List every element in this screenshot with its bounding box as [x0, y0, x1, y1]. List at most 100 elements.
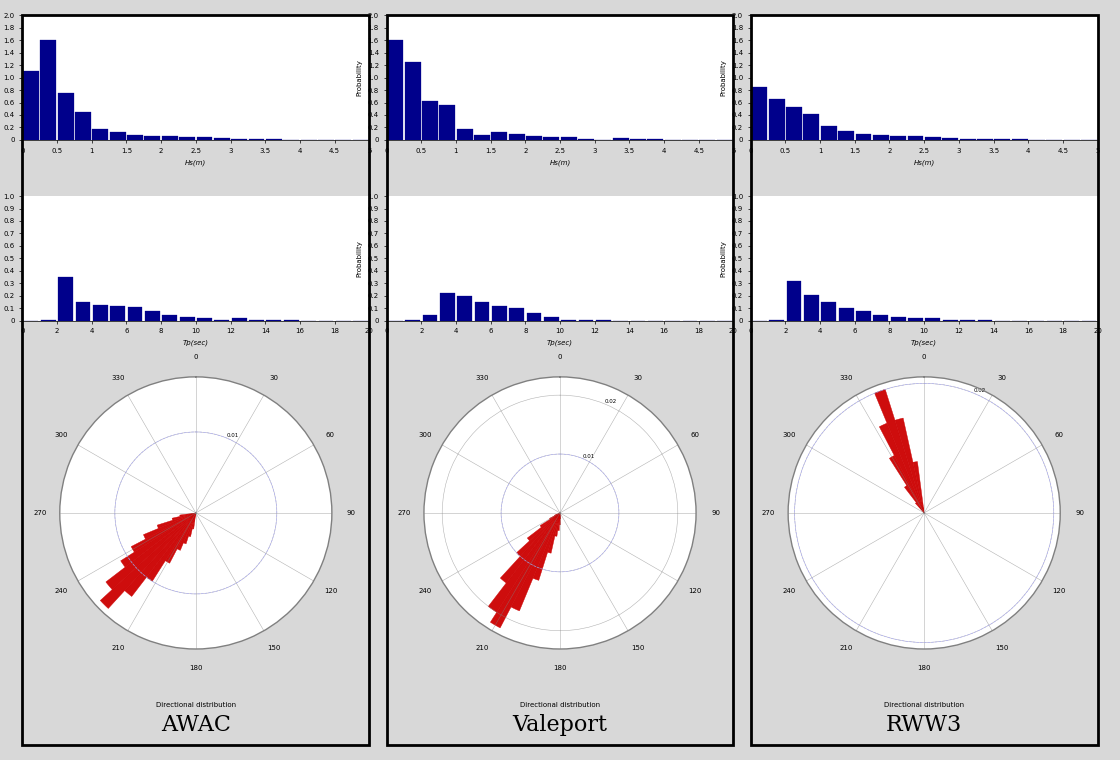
Bar [93, 305, 108, 321]
Bar [960, 138, 976, 140]
Bar [526, 313, 541, 321]
Bar [786, 107, 802, 140]
Bar [405, 319, 420, 321]
Bar [172, 513, 196, 521]
Bar [856, 134, 871, 140]
Bar [925, 318, 940, 321]
Bar [249, 319, 264, 321]
Bar [907, 136, 924, 140]
Bar [188, 513, 196, 537]
Bar [768, 100, 785, 140]
Y-axis label: Probability: Probability [720, 240, 726, 277]
Bar [890, 135, 906, 140]
Bar [561, 138, 577, 140]
Bar [214, 138, 230, 140]
Bar [488, 513, 560, 613]
Bar [76, 302, 91, 321]
Bar [550, 513, 560, 519]
Bar [838, 131, 855, 140]
Bar [804, 295, 819, 321]
Bar [124, 513, 196, 597]
Bar [874, 315, 888, 321]
Bar [128, 307, 142, 321]
Bar [440, 293, 455, 321]
Text: RWW3: RWW3 [886, 714, 962, 736]
Bar [839, 309, 853, 321]
Bar [93, 128, 109, 140]
Bar [40, 40, 56, 140]
Bar [526, 135, 542, 140]
Bar [613, 138, 628, 140]
X-axis label: Hs(m): Hs(m) [550, 159, 570, 166]
Bar [554, 513, 560, 515]
Bar [492, 132, 507, 140]
X-axis label: Tp(sec): Tp(sec) [183, 340, 208, 347]
Bar [162, 315, 177, 321]
Text: Valeport: Valeport [513, 714, 607, 736]
X-axis label: Tp(sec): Tp(sec) [547, 340, 573, 347]
Bar [890, 317, 906, 321]
Bar [501, 513, 560, 583]
Bar [196, 138, 213, 140]
Bar [161, 136, 178, 140]
Bar [803, 114, 820, 140]
Bar [144, 136, 160, 140]
Bar [942, 138, 959, 140]
Bar [544, 317, 559, 321]
Y-axis label: Probability: Probability [356, 59, 362, 96]
Bar [474, 135, 489, 140]
Bar [908, 318, 923, 321]
Bar [516, 513, 560, 556]
Bar [111, 306, 125, 321]
Bar [786, 281, 802, 321]
Bar [578, 138, 594, 140]
Bar [510, 309, 524, 321]
Bar [439, 105, 455, 140]
Bar [492, 306, 506, 321]
Bar [457, 296, 472, 321]
Bar [943, 319, 958, 321]
Bar [925, 138, 941, 140]
Bar [508, 134, 524, 140]
X-axis label: Directional distribution: Directional distribution [520, 702, 600, 708]
Bar [977, 139, 992, 140]
Bar [177, 513, 196, 550]
Bar [752, 87, 767, 140]
Bar [879, 423, 924, 513]
Bar [146, 311, 160, 321]
Bar [533, 513, 560, 581]
Bar [101, 513, 196, 609]
Bar [491, 513, 560, 628]
Bar [543, 137, 559, 140]
X-axis label: Directional distribution: Directional distribution [156, 702, 236, 708]
Bar [631, 138, 646, 140]
Bar [769, 319, 784, 321]
Y-axis label: Probability: Probability [356, 240, 362, 277]
Bar [128, 135, 143, 140]
Bar [180, 513, 196, 517]
Bar [895, 418, 924, 513]
X-axis label: Tp(sec): Tp(sec) [912, 340, 937, 347]
Bar [166, 513, 196, 563]
X-axis label: Hs(m): Hs(m) [185, 159, 206, 166]
Bar [913, 461, 924, 513]
Bar [889, 455, 924, 513]
Bar [75, 112, 91, 140]
Bar [548, 513, 560, 553]
Bar [41, 319, 56, 321]
Bar [821, 126, 837, 140]
Bar [475, 302, 489, 321]
Bar [404, 62, 421, 140]
Bar [558, 513, 560, 530]
Bar [915, 502, 924, 513]
Bar [180, 317, 195, 321]
Bar [875, 389, 924, 513]
Bar [121, 513, 196, 567]
Bar [872, 135, 889, 140]
Bar [905, 486, 924, 513]
Bar [197, 318, 212, 321]
Bar [561, 319, 576, 321]
Bar [58, 93, 74, 140]
Bar [110, 132, 125, 140]
Bar [143, 513, 196, 539]
